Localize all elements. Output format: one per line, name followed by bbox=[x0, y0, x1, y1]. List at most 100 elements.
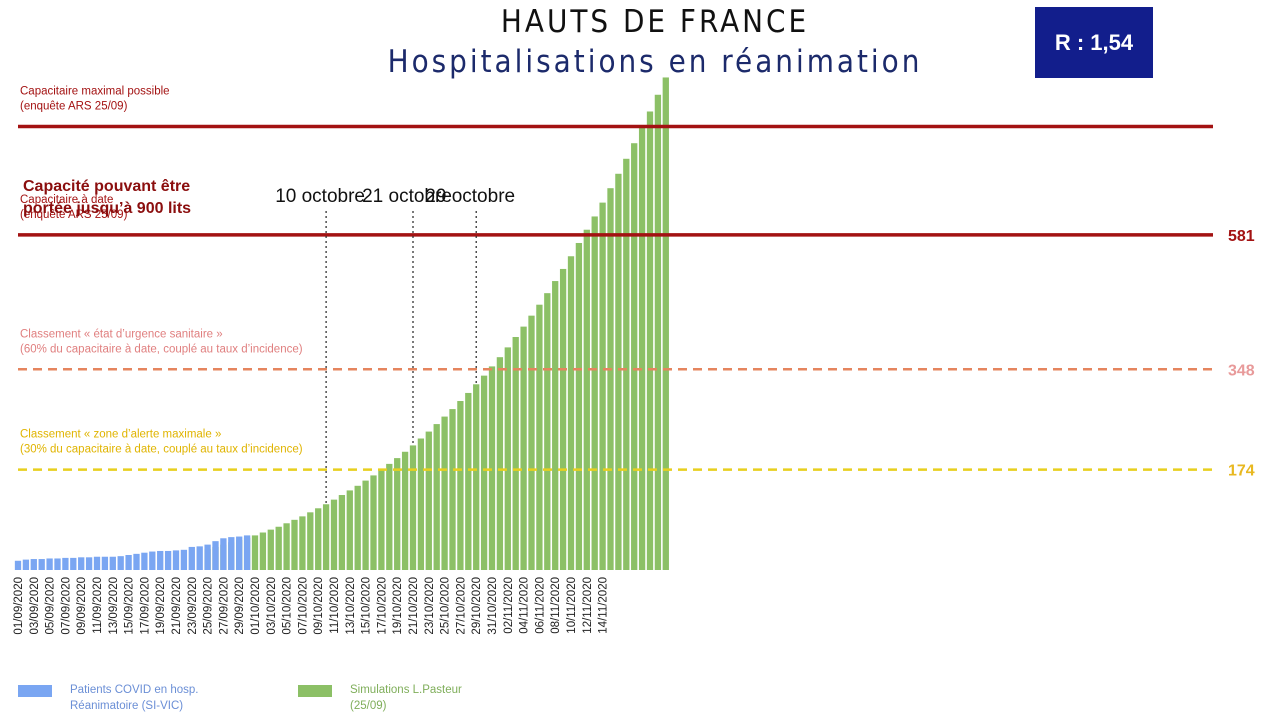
bar-simulated bbox=[607, 188, 614, 570]
bar-simulated bbox=[338, 495, 346, 570]
x-tick-label: 23/09/2020 bbox=[187, 577, 199, 635]
bar-simulated bbox=[465, 392, 472, 570]
x-tick-label: 23/10/2020 bbox=[424, 577, 436, 635]
observed-bars bbox=[14, 535, 251, 570]
bar-observed bbox=[117, 556, 124, 570]
bar-simulated bbox=[615, 173, 622, 571]
bar-simulated bbox=[417, 438, 425, 570]
x-tick-label: 19/09/2020 bbox=[155, 577, 167, 635]
bar-simulated bbox=[441, 416, 448, 570]
bar-simulated bbox=[646, 111, 654, 570]
x-tick-label: 07/09/2020 bbox=[60, 577, 72, 635]
bar-simulated bbox=[425, 431, 432, 570]
bar-simulated bbox=[457, 401, 464, 570]
bar-simulated bbox=[378, 469, 385, 570]
bar-simulated bbox=[583, 229, 590, 570]
r-value-badge: R : 1,54 bbox=[1035, 7, 1153, 78]
bar-simulated bbox=[322, 504, 330, 570]
x-tick-label: 29/09/2020 bbox=[234, 577, 246, 635]
bar-simulated bbox=[480, 375, 488, 570]
bar-simulated bbox=[275, 526, 282, 570]
bar-simulated bbox=[654, 94, 662, 570]
x-tick-label: 08/11/2020 bbox=[550, 577, 562, 634]
bar-simulated bbox=[552, 281, 559, 570]
legend-label-observed-line1: Patients COVID en hosp. bbox=[70, 684, 199, 696]
bar-simulated bbox=[370, 475, 377, 570]
x-tick-label: 19/10/2020 bbox=[392, 577, 404, 635]
chart-title: HAUTS DE FRANCE bbox=[500, 4, 810, 40]
x-tick-label: 27/09/2020 bbox=[218, 577, 230, 635]
bar-simulated bbox=[662, 77, 669, 571]
reference-label-capacite_date: Capacitaire à date bbox=[20, 194, 113, 206]
bar-simulated bbox=[544, 293, 551, 570]
bar-observed bbox=[93, 556, 101, 570]
bar-simulated bbox=[512, 336, 519, 570]
bar-observed bbox=[164, 550, 172, 570]
bar-simulated bbox=[307, 512, 314, 570]
bar-observed bbox=[220, 538, 227, 570]
legend-swatch-simulated bbox=[298, 685, 332, 697]
bar-observed bbox=[149, 551, 156, 570]
x-tick-label: 15/09/2020 bbox=[124, 577, 136, 635]
bar-simulated bbox=[473, 384, 480, 570]
bar-simulated bbox=[433, 424, 440, 570]
bar-observed bbox=[46, 558, 53, 570]
x-tick-label: 21/10/2020 bbox=[408, 577, 420, 635]
chart-subtitle: Hospitalisations en réanimation bbox=[387, 44, 923, 80]
bar-observed bbox=[30, 559, 37, 570]
legend-label-observed-line2: Réanimatoire (SI-VIC) bbox=[70, 700, 184, 712]
bar-simulated bbox=[591, 216, 598, 570]
x-tick-label: 21/09/2020 bbox=[171, 577, 183, 635]
reference-sublabel-capacite_max: (enquête ARS 25/09) bbox=[20, 100, 128, 112]
bar-simulated bbox=[496, 357, 504, 570]
bar-simulated bbox=[362, 480, 369, 570]
x-tick-label: 05/10/2020 bbox=[282, 577, 294, 635]
bar-observed bbox=[212, 541, 219, 570]
x-tick-label: 10/11/2020 bbox=[566, 577, 578, 634]
x-tick-label: 31/10/2020 bbox=[487, 577, 499, 635]
x-tick-label: 07/10/2020 bbox=[297, 577, 309, 635]
bar-simulated bbox=[623, 158, 630, 570]
x-tick-label: 11/09/2020 bbox=[92, 577, 104, 634]
bar-observed bbox=[78, 557, 85, 570]
x-tick-label: 09/10/2020 bbox=[313, 577, 325, 635]
legend-label-simulated-line2: (25/09) bbox=[350, 700, 387, 712]
x-tick-label: 15/10/2020 bbox=[361, 577, 373, 635]
x-tick-label: 12/11/2020 bbox=[582, 577, 594, 634]
x-tick-label: 01/10/2020 bbox=[250, 577, 262, 635]
date-marker-label: 21 octobre bbox=[362, 186, 452, 207]
bar-observed bbox=[85, 557, 93, 570]
bar-simulated bbox=[394, 458, 401, 570]
x-tick-label: 17/09/2020 bbox=[139, 577, 151, 635]
bar-simulated bbox=[520, 326, 527, 570]
bar-simulated bbox=[251, 535, 259, 570]
bar-simulated bbox=[259, 532, 267, 570]
bar-simulated bbox=[504, 347, 511, 570]
x-tick-label: 27/10/2020 bbox=[455, 577, 467, 635]
bar-observed bbox=[38, 559, 45, 570]
bar-observed bbox=[14, 560, 22, 570]
bar-simulated bbox=[299, 516, 306, 570]
reference-value-urgence: 348 bbox=[1228, 362, 1255, 379]
bar-observed bbox=[196, 546, 203, 570]
bar-observed bbox=[125, 555, 132, 570]
reference-sublabel-capacite_date: (enquête ARS 25/09) bbox=[20, 209, 128, 221]
bar-simulated bbox=[283, 523, 290, 570]
reference-sublabel-alerte: (30% du capacitaire à date, couplé au ta… bbox=[20, 444, 303, 456]
bar-simulated bbox=[449, 409, 456, 570]
bar-simulated bbox=[599, 202, 606, 570]
x-tick-label: 06/11/2020 bbox=[534, 577, 546, 634]
reference-lines bbox=[18, 124, 1213, 471]
reference-label-urgence: Classement « état d’urgence sanitaire » bbox=[20, 328, 223, 340]
x-tick-label: 03/09/2020 bbox=[29, 577, 41, 635]
bar-simulated bbox=[409, 445, 417, 570]
x-tick-label: 02/11/2020 bbox=[503, 577, 515, 634]
x-tick-label: 25/09/2020 bbox=[203, 577, 215, 635]
x-tick-label: 14/11/2020 bbox=[598, 577, 610, 634]
x-tick-label: 01/09/2020 bbox=[13, 577, 25, 635]
bar-observed bbox=[172, 550, 180, 570]
date-marker-label: 10 octobre bbox=[275, 186, 365, 207]
bar-simulated bbox=[536, 304, 543, 570]
reference-value-capacite_date: 581 bbox=[1228, 228, 1255, 245]
